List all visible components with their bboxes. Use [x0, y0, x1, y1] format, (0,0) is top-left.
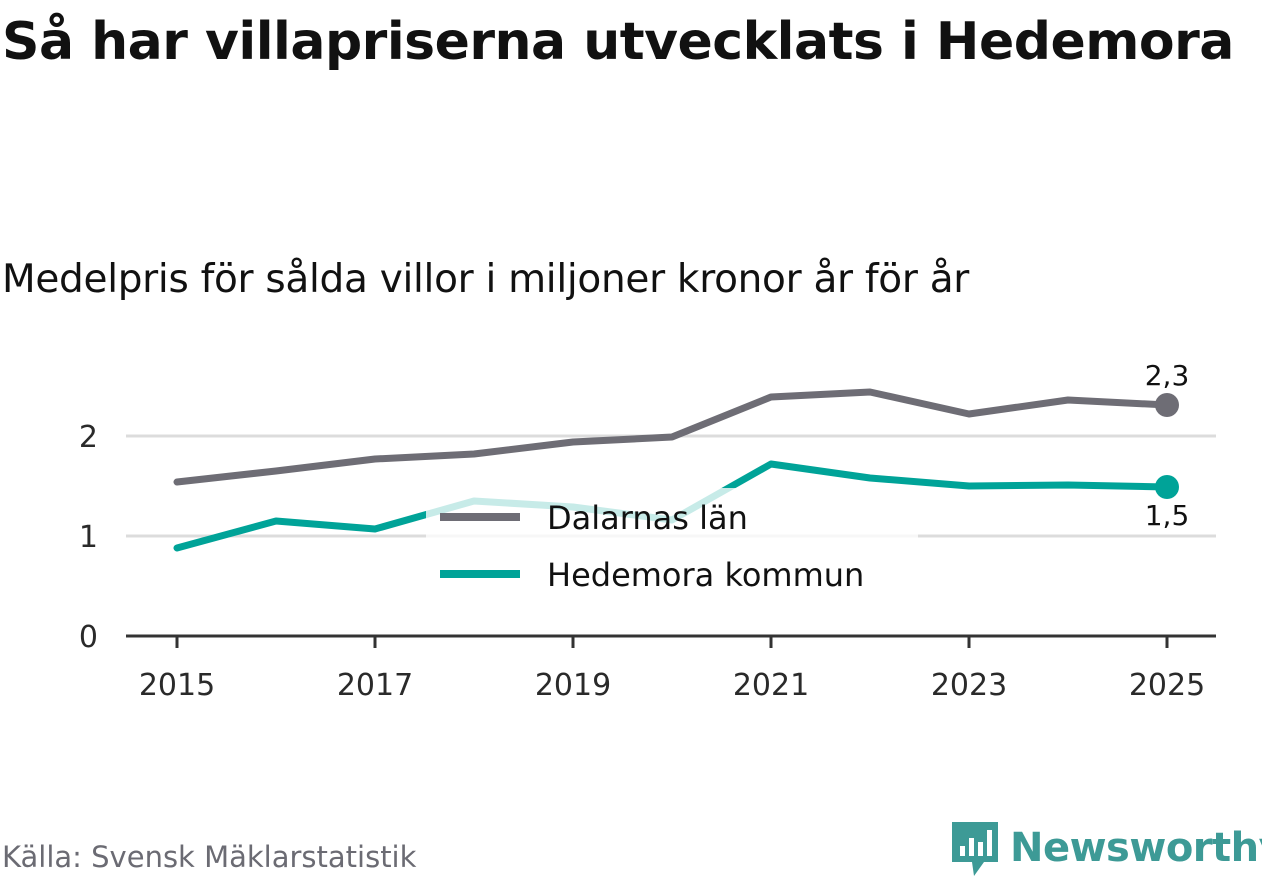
y-tick-label-2: 2 — [79, 420, 98, 455]
legend-label-1: Hedemora kommun — [547, 556, 864, 594]
legend-background — [426, 488, 918, 604]
logo-text: Newsworthy — [1010, 825, 1262, 871]
y-tick-label-1: 1 — [79, 520, 98, 555]
chart-legend: Dalarnas län Hedemora kommun — [426, 488, 918, 604]
x-tick-label-2023: 2023 — [931, 668, 1007, 703]
source-note: Källa: Svensk Mäklarstatistik — [2, 840, 417, 874]
x-tick-label-2025: 2025 — [1129, 668, 1205, 703]
x-tick-label-2015: 2015 — [139, 668, 215, 703]
series-line-0 — [173, 388, 1171, 486]
chart-subtitle: Medelpris för sålda villor i miljoner kr… — [2, 257, 970, 302]
end-label-0: 2,3 — [1145, 359, 1190, 392]
end-label-1: 1,5 — [1145, 499, 1190, 532]
end-marker-0 — [1155, 393, 1179, 417]
x-tick-label-2019: 2019 — [535, 668, 611, 703]
x-tick-label-2017: 2017 — [337, 668, 413, 703]
newsworthy-logo: Newsworthy — [950, 818, 1262, 878]
bar-chart-icon — [952, 822, 998, 876]
legend-label-0: Dalarnas län — [547, 499, 748, 537]
chart-title: Så har villapriserna utvecklats i Hedemo… — [2, 12, 1234, 72]
end-marker-1 — [1155, 475, 1179, 499]
x-tick-label-2021: 2021 — [733, 668, 809, 703]
y-tick-label-0: 0 — [79, 620, 98, 655]
